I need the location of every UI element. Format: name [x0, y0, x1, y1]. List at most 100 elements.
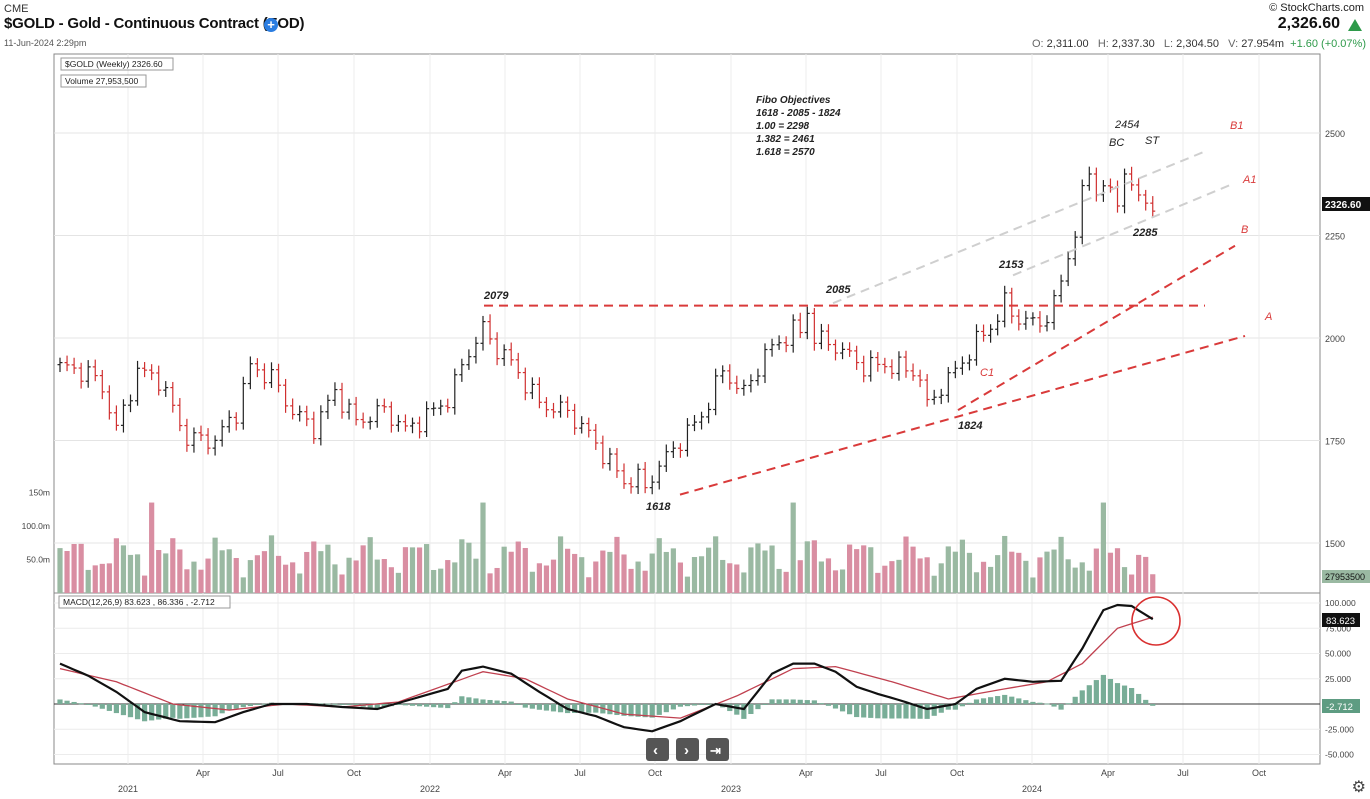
price-bar [374, 398, 380, 428]
macd-hist-bar [691, 704, 698, 706]
volume-bar [889, 561, 895, 593]
price-bar [395, 414, 401, 432]
price-tick-label: 1500 [1325, 539, 1345, 549]
price-tick-label: 2250 [1325, 232, 1345, 242]
macd-hist-bar [1016, 698, 1022, 704]
price-bar [283, 378, 289, 413]
macd-hist-bar [882, 704, 888, 719]
plus-circle-icon[interactable]: + [264, 18, 278, 32]
nav-controls[interactable]: ‹ › ⇥ [646, 738, 729, 761]
macd-hist-bar [226, 704, 232, 711]
macd-hist-bar [903, 704, 909, 719]
macd-hist-bar [381, 704, 387, 708]
volume-bar [973, 572, 980, 593]
price-bar [966, 354, 972, 371]
volume-bar [839, 569, 846, 593]
x-tick-label: Jul [272, 768, 284, 778]
price-bar [593, 423, 599, 450]
price-bar [607, 447, 613, 471]
macd-hist-bar [790, 699, 796, 704]
price-bar [713, 368, 719, 416]
price-bar [332, 382, 338, 406]
macd-hist-bar [769, 699, 775, 704]
volume-bar [275, 555, 282, 593]
chevron-right-icon[interactable]: › [684, 742, 689, 759]
volume-bar [1129, 574, 1135, 593]
price-bar [868, 350, 874, 382]
macd-hist-bar [325, 703, 331, 705]
volume-bar [240, 577, 246, 593]
volume-bar [656, 538, 662, 593]
volume-bar [494, 567, 500, 593]
price-bar [445, 398, 451, 413]
volume-bar [127, 554, 134, 593]
volume-bar [501, 546, 507, 593]
price-bar [353, 396, 359, 426]
macd-hist-bar [92, 704, 98, 707]
prev-button[interactable] [646, 738, 669, 761]
volume-bar [579, 557, 585, 593]
next-button[interactable] [676, 738, 699, 761]
volume-bar [156, 550, 162, 593]
macd-hist-bar [170, 704, 176, 718]
volume-bar [409, 547, 416, 593]
chevron-left-icon[interactable]: ‹ [653, 742, 658, 759]
macd-hist-bar [959, 704, 965, 707]
price-bar [226, 410, 232, 433]
volume-bar [184, 569, 190, 593]
volume-bar [212, 537, 218, 593]
volume-bar [1072, 567, 1078, 593]
volume-bar [374, 559, 380, 593]
volume-bar [304, 551, 310, 593]
volume-bar [670, 548, 676, 593]
macd-lines [59, 603, 1154, 733]
skip-end-icon[interactable]: ⇥ [710, 743, 721, 758]
macd-hist-bar [684, 704, 691, 707]
price-bar [621, 463, 627, 489]
price-bar [156, 365, 162, 396]
price-bar [219, 419, 225, 447]
volume-bar [254, 555, 260, 593]
macd-hist-bar [1114, 683, 1121, 704]
brand-logo[interactable]: © StockCharts.com [1269, 2, 1364, 14]
macd-hist-bar [543, 704, 550, 711]
price-annotation: 2085 [825, 284, 851, 296]
macd-hist-bar [374, 704, 380, 709]
macd-hist-bar [656, 704, 662, 715]
exchange-label: CME [4, 3, 29, 15]
price-bar [142, 362, 148, 378]
timestamp: 11-Jun-2024 2:29pm [4, 38, 87, 48]
volume-bar [219, 550, 225, 593]
price-bar [205, 428, 211, 455]
macd-hist-bar [1044, 703, 1050, 705]
volume-bar [283, 564, 289, 593]
price-bar [1037, 311, 1043, 333]
macd-hist-bar [832, 704, 839, 709]
volume-bar [431, 569, 437, 593]
price-bar [734, 375, 740, 394]
price-bar [635, 463, 641, 495]
volume-bar [85, 569, 91, 593]
volume-bar [515, 541, 521, 593]
macd-legend-box [58, 595, 231, 609]
macd-legend: MACD(12,26,9) 83.623 , 86.336 , -2.712 [63, 597, 215, 607]
macd-hist-bar [614, 704, 620, 716]
macd-hist-bar [1051, 704, 1057, 707]
end-button[interactable] [706, 738, 729, 761]
volume-bar [642, 570, 648, 593]
gear-icon[interactable]: ⚙ [1351, 779, 1366, 796]
volume-bar [473, 558, 479, 593]
macd-hist-bar [557, 704, 564, 713]
volume-label: V: [1228, 38, 1239, 50]
macd-hist-bar [254, 704, 260, 705]
volume-bar [1030, 577, 1036, 593]
price-bar [522, 367, 528, 401]
macd-hist-bar [635, 704, 641, 717]
volume-bar [741, 572, 747, 593]
volume-bar [445, 560, 451, 593]
price-bar [163, 381, 169, 397]
x-tick-label: Oct [347, 768, 362, 778]
price-bar [71, 357, 77, 374]
volume-bar [113, 538, 119, 593]
